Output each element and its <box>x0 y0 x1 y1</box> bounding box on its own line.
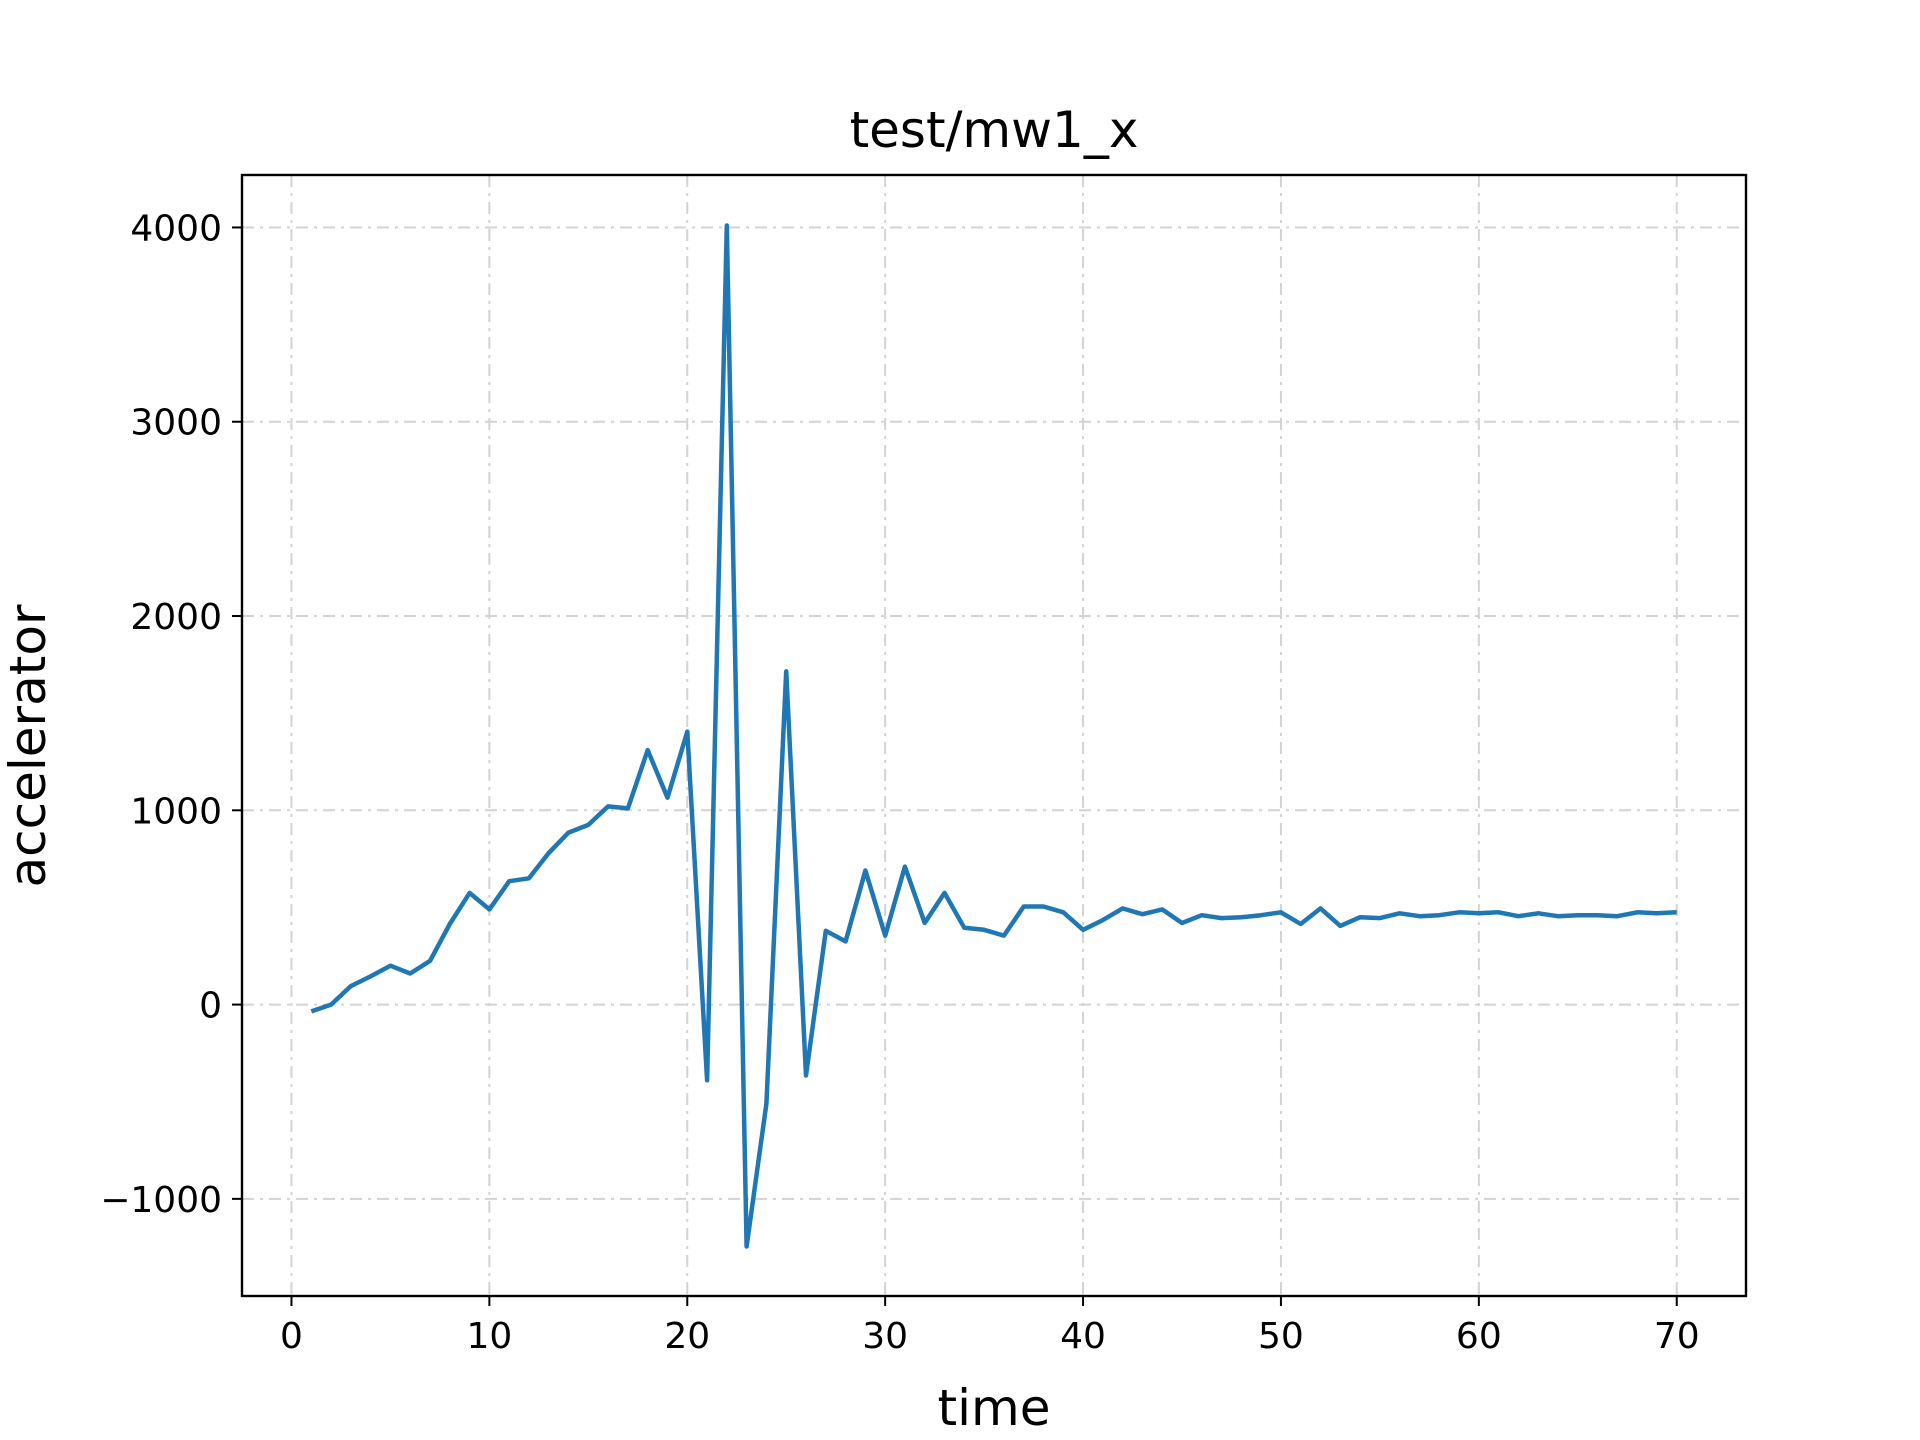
y-tick-label: 1000 <box>130 791 222 832</box>
x-tick-label: 20 <box>664 1316 710 1357</box>
x-axis-label: time <box>938 1379 1051 1437</box>
x-tick-label: 0 <box>280 1316 303 1357</box>
plot-frame <box>240 173 1748 1298</box>
y-tick-label: 4000 <box>130 208 222 249</box>
x-tick-label: 60 <box>1456 1316 1502 1357</box>
grid <box>242 175 1746 1296</box>
x-tick-label: 10 <box>466 1316 512 1357</box>
x-axis: 0 10 20 30 40 50 60 70 <box>280 1296 1700 1357</box>
y-axis-label: accelerator <box>0 604 57 887</box>
y-tick-label: 3000 <box>130 403 222 444</box>
y-tick-label: 0 <box>199 986 222 1027</box>
chart-title: test/mw1_x <box>850 101 1139 159</box>
x-tick-label: 70 <box>1654 1316 1700 1357</box>
series-line <box>310 223 1677 1249</box>
x-tick-label: 50 <box>1258 1316 1304 1357</box>
y-tick-label: −1000 <box>100 1180 222 1221</box>
x-tick-label: 40 <box>1060 1316 1106 1357</box>
y-axis: −1000 0 1000 2000 3000 4000 <box>100 208 242 1221</box>
x-tick-label: 30 <box>862 1316 908 1357</box>
y-tick-label: 2000 <box>130 597 222 638</box>
